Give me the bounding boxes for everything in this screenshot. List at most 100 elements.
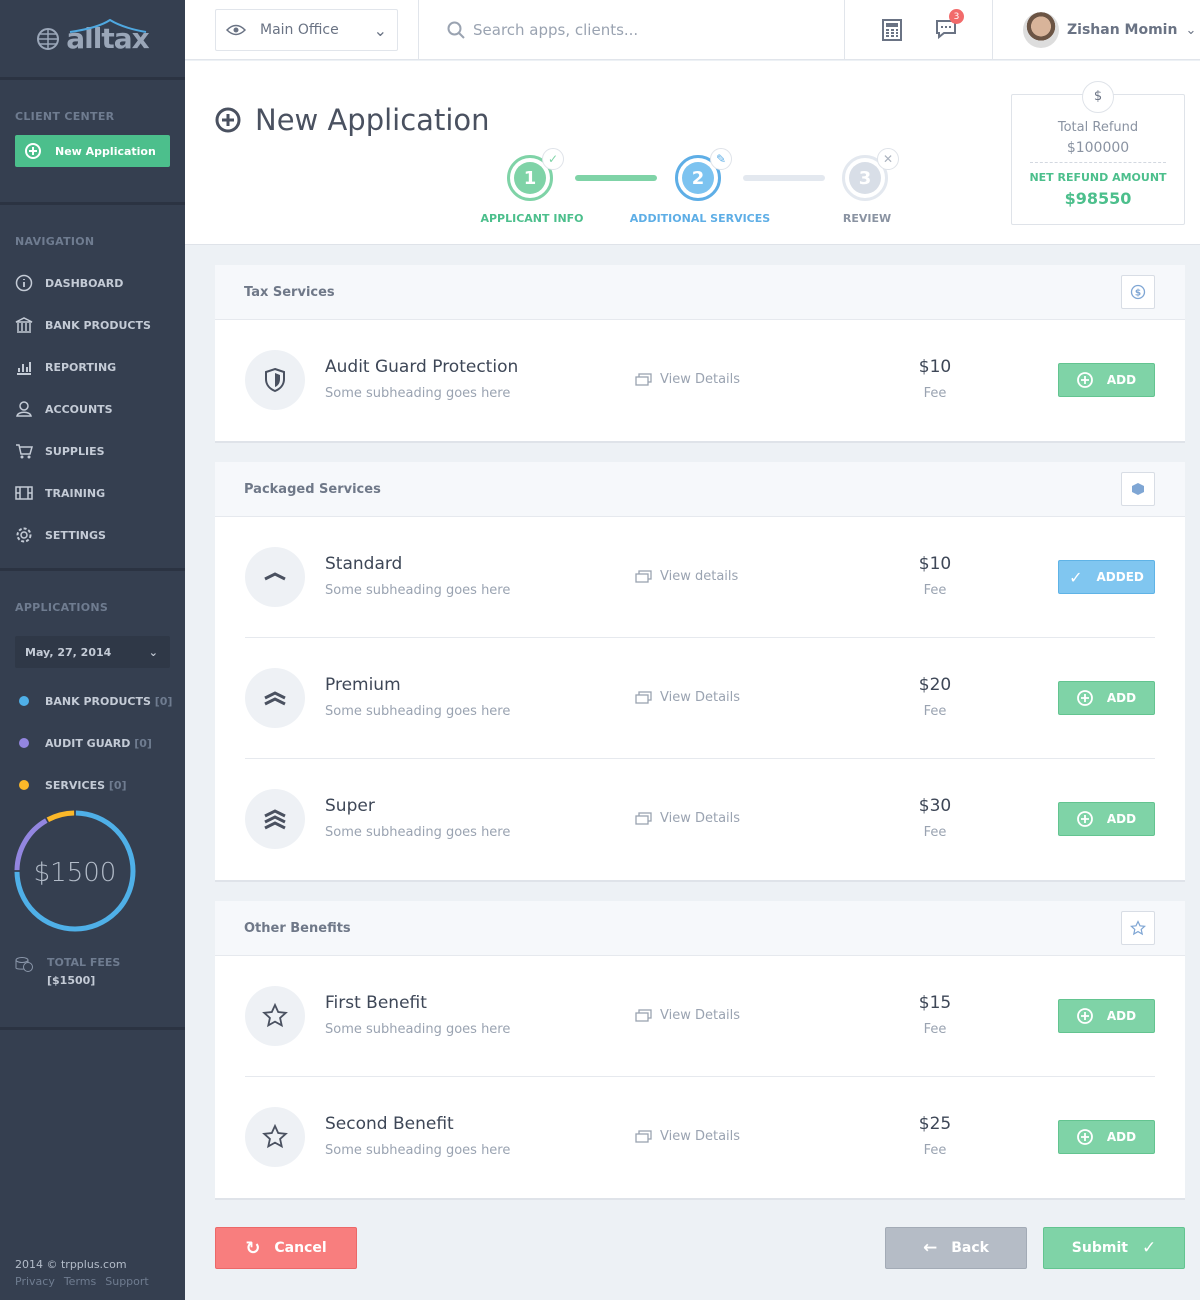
step-active[interactable]: 2 ✎ [675, 148, 732, 201]
section-icon-button[interactable] [1121, 472, 1155, 506]
section-icon-button[interactable]: $ [1121, 275, 1155, 309]
notification-badge: 3 [949, 9, 964, 24]
legend-label: BANK PRODUCTS [45, 694, 151, 708]
legend-item: AUDIT GUARD [0] [0, 722, 185, 764]
submit-button[interactable]: Submit ✓ [1043, 1227, 1185, 1269]
plus-circle-icon [25, 143, 41, 159]
sidebar-item-label: SETTINGS [45, 528, 106, 542]
legend-count: [0] [134, 736, 152, 750]
service-price: $15 [918, 993, 952, 1013]
service-price: $10 [918, 554, 952, 574]
chevron-down-icon: ⌄ [1185, 22, 1197, 38]
step-number: 3 [849, 162, 881, 194]
view-details-link[interactable]: View Details [635, 690, 740, 705]
legend-dot [19, 696, 29, 706]
legend-item: SERVICES [0] [0, 764, 185, 806]
plus-circle-icon [1076, 690, 1093, 706]
view-details-link[interactable]: View Details [635, 811, 740, 826]
service-name: Standard [325, 554, 403, 574]
sidebar-item-accounts[interactable]: ACCOUNTS [0, 388, 185, 430]
service-row: Premium Some subheading goes here View D… [245, 638, 1155, 759]
windows-icon [635, 812, 652, 825]
service-price: $25 [918, 1114, 952, 1134]
service-name: Super [325, 796, 375, 816]
brand-name: alltax [66, 22, 149, 55]
service-row: Standard Some subheading goes here View … [245, 517, 1155, 638]
legend-dot [19, 780, 29, 790]
section-icon-button[interactable] [1121, 911, 1155, 945]
sidebar-item-bank-products[interactable]: BANK PRODUCTS [0, 304, 185, 346]
user-menu[interactable]: Zishan Momin ⌄ [992, 0, 1196, 60]
coins-icon: $ [1082, 81, 1114, 113]
add-button[interactable]: ADD [1058, 999, 1155, 1033]
sidebar-item-settings[interactable]: SETTINGS [0, 514, 185, 556]
add-button-label: ADDED [1096, 570, 1144, 584]
double-chevron-icon [264, 691, 286, 706]
calculator-icon[interactable] [882, 19, 902, 41]
step-pending[interactable]: 3 ✕ [842, 148, 899, 201]
search-icon [447, 21, 465, 39]
user-name: Zishan Momin [1067, 22, 1178, 38]
sidebar-item-training[interactable]: TRAINING [0, 472, 185, 514]
service-icon [245, 1107, 305, 1167]
new-application-label: New Application [55, 144, 156, 158]
cart-icon [16, 444, 33, 459]
back-button[interactable]: ← Back [885, 1227, 1027, 1269]
service-subheading: Some subheading goes here [325, 1143, 511, 1158]
view-details-link[interactable]: View Details [635, 1008, 740, 1023]
service-row: First Benefit Some subheading goes here … [245, 956, 1155, 1077]
sidebar: alltax CLIENT CENTER New Application NAV… [0, 0, 185, 1300]
application-header: New Application 1 ✓ APPLICANT INFO 2 ✎ A… [185, 61, 1200, 245]
back-label: Back [951, 1240, 989, 1256]
windows-icon [635, 1130, 652, 1143]
support-link[interactable]: Support [105, 1275, 149, 1288]
step-done[interactable]: 1 ✓ [507, 148, 564, 201]
top-bar: Main Office ⌄ Search apps, clients... 3 … [185, 0, 1200, 60]
add-button[interactable]: ADD [1058, 681, 1155, 715]
check-icon: ✓ [1141, 1238, 1157, 1258]
add-button[interactable]: ADD [1058, 802, 1155, 836]
sidebar-item-reporting[interactable]: REPORTING [0, 346, 185, 388]
legend-count: [0] [108, 778, 127, 792]
service-name: Audit Guard Protection [325, 357, 519, 377]
chevron-up-icon [264, 572, 286, 581]
service-row: Second Benefit Some subheading goes here… [245, 1077, 1155, 1198]
view-details-link[interactable]: View details [635, 569, 738, 584]
film-icon [15, 486, 33, 500]
section-title: Other Benefits [244, 920, 351, 936]
step-status-icon: ✓ [542, 148, 564, 170]
service-icon [245, 350, 305, 410]
new-application-button[interactable]: New Application [15, 135, 170, 167]
view-details-link[interactable]: View Details [635, 1129, 740, 1144]
avatar [1023, 12, 1059, 48]
donut-total: $1500 [34, 858, 117, 888]
arrow-left-icon: ← [923, 1238, 938, 1258]
sidebar-item-dashboard[interactable]: DASHBOARD [0, 262, 185, 304]
cancel-button[interactable]: ↻ Cancel [215, 1227, 357, 1269]
chevron-down-icon: ⌄ [148, 645, 158, 659]
logo[interactable]: alltax [0, 0, 185, 80]
office-select[interactable]: Main Office ⌄ [215, 9, 398, 51]
privacy-link[interactable]: Privacy [15, 1275, 55, 1288]
donut-segment [46, 810, 75, 823]
windows-icon [635, 1009, 652, 1022]
step-number: 2 [682, 162, 714, 194]
refund-summary: $ Total Refund $100000 NET REFUND AMOUNT… [1011, 81, 1185, 225]
messages-button[interactable]: 3 [935, 9, 964, 44]
view-details-label: View Details [660, 811, 741, 826]
sidebar-item-supplies[interactable]: SUPPLIES [0, 430, 185, 472]
add-button[interactable]: ADD [1058, 1120, 1155, 1154]
view-details-link[interactable]: View Details [635, 372, 740, 387]
navigation-heading: NAVIGATION [15, 235, 95, 248]
service-price: $10 [918, 357, 952, 377]
add-button[interactable]: ADD [1058, 363, 1155, 397]
service-fee-label: Fee [923, 1022, 947, 1037]
add-button-label: ADD [1106, 1009, 1137, 1023]
terms-link[interactable]: Terms [63, 1275, 97, 1288]
logo-arc-icon [69, 18, 147, 33]
check-icon: ✓ [1069, 567, 1083, 587]
dashboard-icon [15, 274, 33, 292]
added-button[interactable]: ✓ ADDED [1058, 560, 1155, 594]
date-select[interactable]: May, 27, 2014 ⌄ [15, 636, 170, 668]
search-input[interactable]: Search apps, clients... [418, 0, 845, 60]
